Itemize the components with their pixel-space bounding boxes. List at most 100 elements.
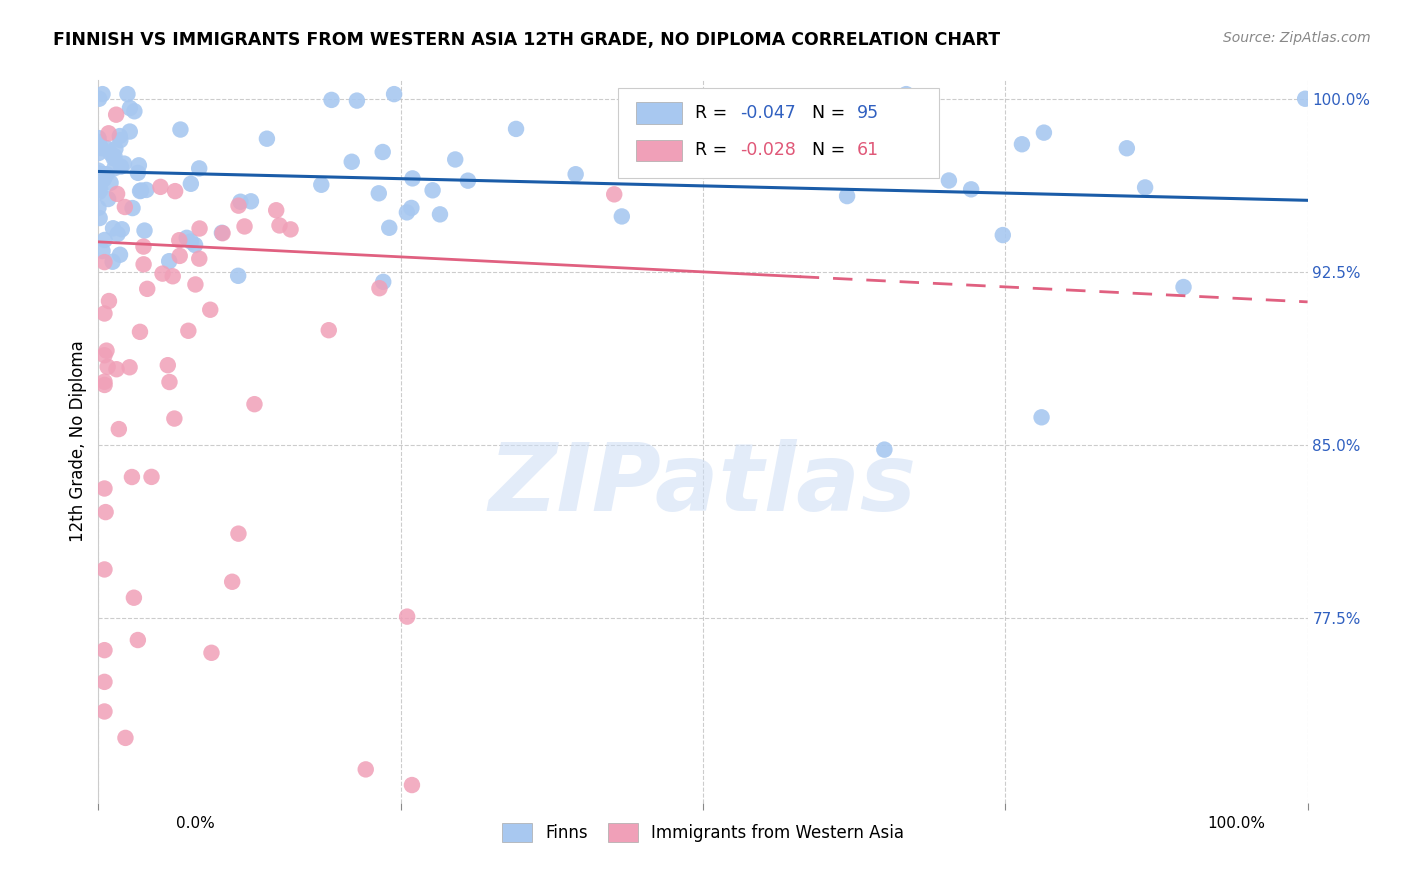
Point: [118, 101, 141, 115]
Text: 100.0%: 100.0%: [1208, 816, 1265, 831]
FancyBboxPatch shape: [637, 139, 682, 161]
Point: [89, 183, 111, 197]
Point: [127, 633, 149, 648]
Point: [90, 141, 112, 155]
Point: [311, 178, 333, 192]
Point: [114, 200, 136, 214]
Point: [91, 87, 114, 102]
Point: [87, 146, 110, 161]
Point: [1031, 410, 1053, 425]
Point: [97, 126, 120, 140]
Point: [1173, 280, 1195, 294]
Point: [87, 175, 110, 189]
Point: [243, 397, 266, 411]
Point: [105, 108, 128, 122]
Point: [108, 129, 131, 144]
Point: [401, 201, 423, 215]
Point: [163, 411, 186, 425]
Point: [118, 124, 141, 138]
Point: [93, 233, 115, 247]
Point: [129, 325, 152, 339]
Point: [346, 94, 368, 108]
Point: [87, 163, 110, 178]
FancyBboxPatch shape: [619, 87, 939, 178]
Point: [321, 93, 343, 107]
Point: [108, 248, 131, 262]
Point: [96, 141, 118, 155]
Point: [162, 269, 184, 284]
Point: [378, 220, 401, 235]
Point: [91, 244, 114, 258]
Point: [97, 192, 120, 206]
Point: [122, 591, 145, 605]
Point: [94, 505, 117, 519]
Point: [93, 378, 115, 392]
Point: [211, 226, 233, 240]
Point: [96, 343, 118, 358]
Point: [110, 160, 132, 174]
Point: [103, 151, 125, 165]
Point: [93, 674, 115, 689]
Point: [180, 235, 202, 249]
Text: ZIPatlas: ZIPatlas: [489, 439, 917, 531]
Point: [93, 643, 115, 657]
Point: [280, 222, 302, 236]
Point: [87, 185, 110, 199]
Point: [938, 173, 960, 187]
Point: [731, 147, 754, 161]
Point: [103, 149, 125, 163]
Point: [226, 268, 249, 283]
Point: [200, 646, 222, 660]
Point: [136, 282, 159, 296]
Point: [87, 135, 110, 149]
Point: [127, 166, 149, 180]
Point: [159, 375, 181, 389]
Point: [114, 731, 136, 745]
Point: [184, 238, 207, 252]
Point: [610, 210, 633, 224]
Text: FINNISH VS IMMIGRANTS FROM WESTERN ASIA 12TH GRADE, NO DIPLOMA CORRELATION CHART: FINNISH VS IMMIGRANTS FROM WESTERN ASIA …: [53, 31, 1001, 49]
Point: [169, 233, 191, 247]
Point: [149, 180, 172, 194]
Point: [132, 239, 155, 253]
Point: [156, 358, 179, 372]
Point: [87, 131, 110, 145]
Point: [87, 166, 110, 180]
Point: [373, 275, 395, 289]
Point: [860, 96, 883, 111]
Point: [1032, 126, 1054, 140]
Point: [93, 348, 115, 362]
Point: [401, 171, 423, 186]
Point: [184, 277, 207, 292]
Text: 0.0%: 0.0%: [176, 816, 215, 831]
Point: [169, 249, 191, 263]
Point: [444, 153, 467, 167]
Point: [101, 254, 124, 268]
Point: [636, 154, 658, 169]
Point: [111, 222, 134, 236]
Point: [157, 254, 180, 268]
Point: [93, 482, 115, 496]
Point: [180, 177, 202, 191]
Point: [177, 324, 200, 338]
Point: [354, 763, 377, 777]
Point: [100, 146, 122, 161]
Point: [188, 161, 211, 176]
Point: [368, 281, 391, 295]
Point: [229, 194, 252, 209]
Text: Source: ZipAtlas.com: Source: ZipAtlas.com: [1223, 31, 1371, 45]
Point: [96, 167, 118, 181]
Text: R =: R =: [695, 103, 733, 122]
Point: [93, 255, 115, 269]
Text: 61: 61: [856, 141, 879, 160]
Point: [382, 87, 405, 102]
Point: [340, 154, 363, 169]
Point: [228, 199, 250, 213]
Point: [264, 203, 287, 218]
Point: [105, 186, 128, 201]
Point: [105, 362, 128, 376]
Point: [93, 375, 115, 389]
Point: [121, 201, 143, 215]
Point: [132, 257, 155, 271]
Point: [422, 183, 444, 197]
